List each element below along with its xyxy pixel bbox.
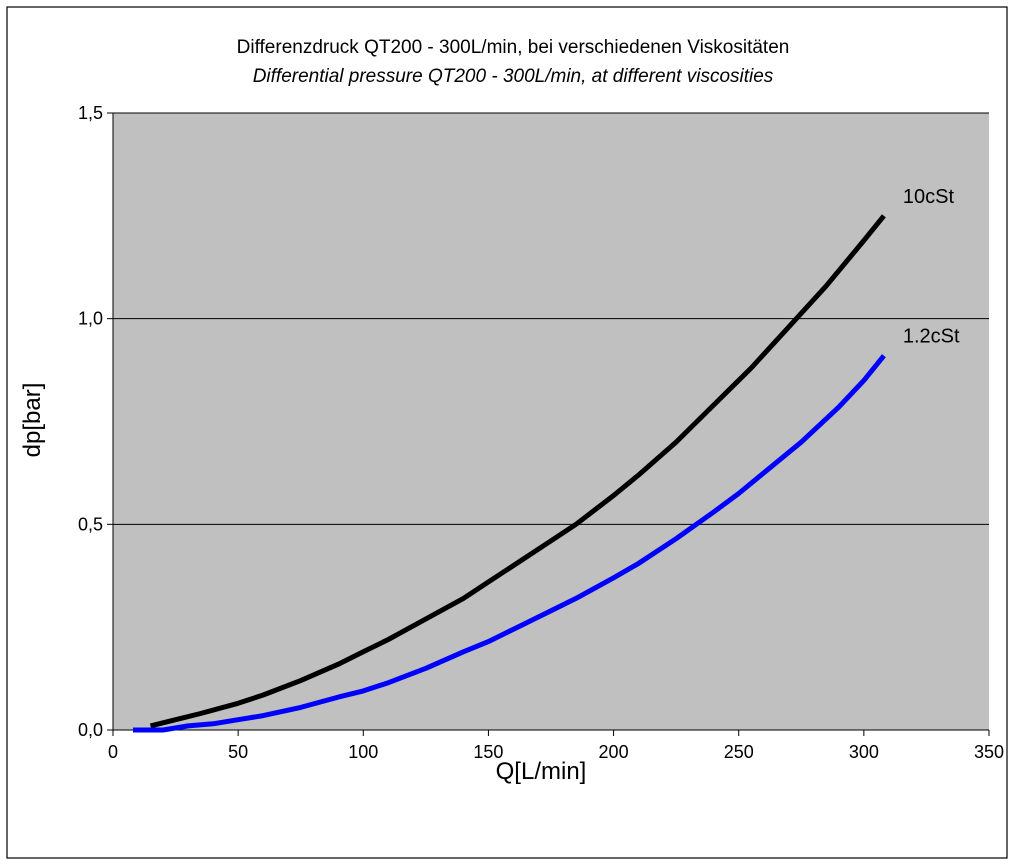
series-line-10cSt [149, 214, 886, 729]
series-line-1.2cSt [133, 354, 886, 733]
plot-area [113, 113, 989, 730]
chart-title: Differenzdruck QT200 - 300L/min, bei ver… [237, 37, 790, 58]
chart-subtitle: Differential pressure QT200 - 300L/min, … [253, 66, 774, 87]
y-axis-label: dp[bar] [19, 383, 46, 458]
y-tick-label-0: 0,0 [78, 720, 103, 740]
y-tick-label-1: 0,5 [78, 514, 103, 534]
x-tick-label-2: 100 [348, 742, 378, 762]
series-label-1.2cSt: 1.2cSt [903, 326, 960, 348]
x-tick-label-6: 300 [849, 742, 879, 762]
grid-lines [113, 112, 989, 525]
x-tick-label-1: 50 [228, 742, 248, 762]
x-tick-label-3: 150 [473, 742, 503, 762]
tick-marks [107, 112, 990, 736]
tick-labels: 0,0 0,5 1,0 1,5 0 50 100 150 200 250 300 350 10cSt 1.… [78, 103, 1004, 762]
y-tick-label-2: 1,0 [78, 309, 103, 329]
series-lines [133, 214, 886, 733]
x-tick-label-5: 250 [724, 742, 754, 762]
y-tick-label-3: 1,5 [78, 103, 103, 123]
x-tick-label-0: 0 [108, 742, 118, 762]
x-axis-label: Q[L/min] [496, 758, 587, 785]
series-label-10cSt: 10cSt [903, 186, 955, 208]
x-tick-label-7: 350 [974, 742, 1004, 762]
x-tick-label-4: 200 [599, 742, 629, 762]
